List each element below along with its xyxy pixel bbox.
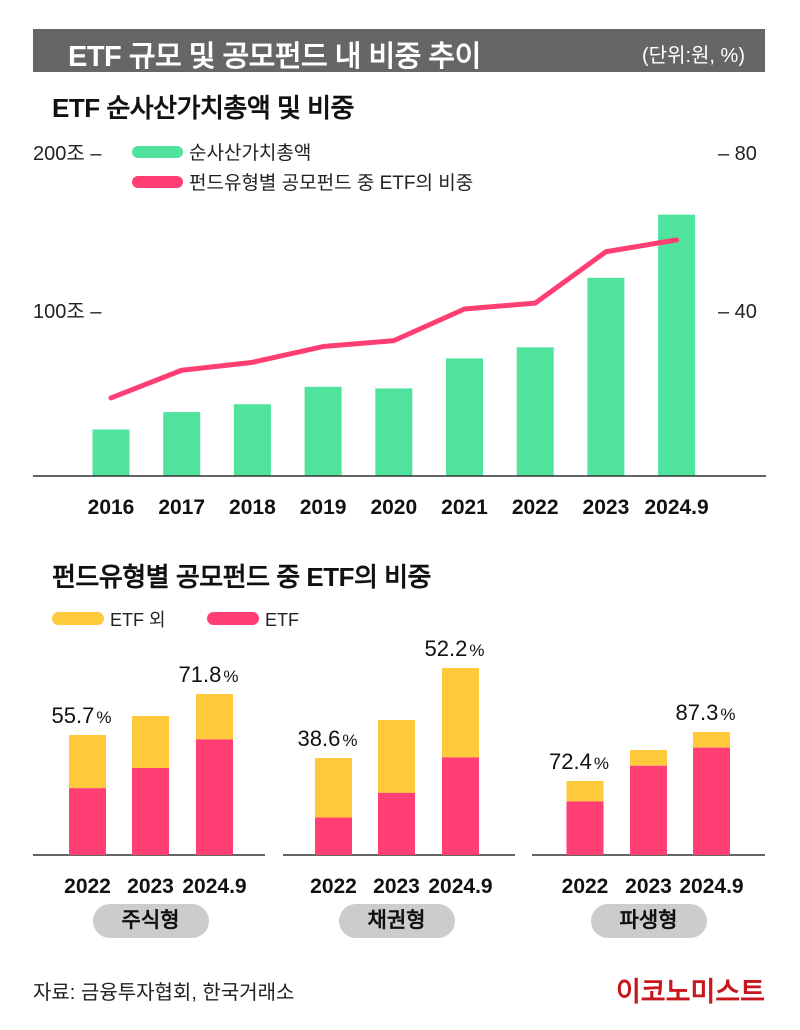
etf-segment (196, 739, 233, 855)
x-tick-label: 2024.9 (644, 496, 708, 519)
non-etf-segment (630, 750, 667, 766)
nav-bar (92, 429, 130, 476)
legend-swatch-nav (132, 146, 183, 158)
chart2-title: 펀드유형별 공모펀드 중 ETF의 비중 (52, 562, 431, 592)
group-label-pill: 파생형 (590, 904, 707, 938)
data-label-value: 38.6 (298, 726, 341, 751)
x-tick-label: 2024.9 (679, 875, 743, 898)
nav-bar (163, 412, 201, 476)
chart1-title: ETF 순사산가치총액 및 비중 (52, 93, 354, 123)
data-label-percent: % (469, 641, 484, 660)
nav-bar (587, 277, 625, 476)
x-tick-label: 2024.9 (182, 875, 246, 898)
x-tick-label: 2021 (441, 496, 488, 519)
right-axis-tick-label: – 80 (718, 143, 757, 165)
data-label: 52.2% (425, 636, 485, 661)
data-label-percent: % (96, 708, 111, 727)
legend-swatch-etf (207, 612, 259, 625)
x-tick-label: 2023 (583, 496, 630, 519)
x-tick-label: 2022 (512, 496, 559, 519)
group-label-pill: 주식형 (92, 904, 209, 938)
data-label-value: 87.3 (676, 700, 719, 725)
brand-logo: 이코노미스트 (615, 977, 765, 1007)
legend-label-nav: 순사산가치총액 (189, 142, 311, 164)
etf-segment (630, 765, 667, 855)
non-etf-segment (315, 758, 352, 818)
data-label-value: 72.4 (549, 749, 592, 774)
x-tick-label: 2020 (370, 496, 417, 519)
header-unit: (단위:원, %) (642, 45, 745, 67)
nav-bar (516, 347, 554, 476)
non-etf-segment (693, 732, 730, 748)
x-tick-label: 2016 (88, 496, 135, 519)
data-label: 38.6% (298, 726, 358, 751)
left-axis-tick-label: 100조 – (33, 301, 102, 323)
etf-segment (378, 792, 415, 855)
data-label-value: 52.2 (425, 636, 468, 661)
data-label-percent: % (594, 754, 609, 773)
nav-bar (233, 404, 271, 476)
data-label: 87.3% (676, 700, 736, 725)
etf-segment (442, 757, 479, 855)
x-tick-label: 2022 (310, 875, 357, 898)
non-etf-segment (442, 668, 479, 758)
nav-bar (658, 214, 696, 476)
legend-swatch-non-etf (52, 612, 104, 625)
header-title: ETF 규모 및 공모펀드 내 비중 추이 (68, 41, 481, 73)
x-tick-label: 2019 (300, 496, 347, 519)
etf-segment (132, 767, 169, 855)
data-label: 71.8% (179, 662, 239, 687)
legend-swatch-share (132, 176, 183, 188)
non-etf-segment (196, 694, 233, 740)
right-axis-tick-label: – 40 (718, 301, 757, 323)
nav-bar (446, 358, 483, 476)
data-label-percent: % (223, 667, 238, 686)
x-tick-label: 2022 (64, 875, 111, 898)
nav-bar (304, 386, 342, 476)
etf-segment (693, 747, 730, 855)
x-tick-label: 2023 (625, 875, 672, 898)
data-label-value: 71.8 (179, 662, 222, 687)
x-tick-label: 2018 (229, 496, 276, 519)
x-tick-label: 2017 (158, 496, 205, 519)
data-label: 55.7% (52, 703, 112, 728)
left-axis-tick-label: 200조 – (33, 143, 102, 165)
x-tick-label: 2023 (373, 875, 420, 898)
data-label-value: 55.7 (52, 703, 95, 728)
non-etf-segment (566, 781, 604, 802)
nav-bar (375, 388, 413, 476)
non-etf-segment (132, 716, 169, 768)
non-etf-segment (69, 735, 106, 789)
legend-label-share: 펀드유형별 공모펀드 중 ETF의 비중 (189, 172, 473, 194)
etf-segment (315, 817, 352, 855)
data-label: 72.4% (549, 749, 609, 774)
etf-segment (566, 801, 604, 855)
group-label-pill: 채권형 (338, 904, 455, 938)
etf-segment (69, 788, 106, 855)
header-bar: ETF 규모 및 공모펀드 내 비중 추이 (단위:원, %) (33, 29, 765, 73)
source-note: 자료: 금융투자협회, 한국거래소 (33, 982, 295, 1004)
x-tick-label: 2022 (562, 875, 609, 898)
data-label-percent: % (342, 731, 357, 750)
non-etf-segment (378, 720, 415, 793)
legend-label-etf: ETF (265, 610, 299, 630)
legend-label-non-etf: ETF 외 (110, 610, 166, 630)
x-tick-label: 2023 (127, 875, 174, 898)
x-tick-label: 2024.9 (428, 875, 492, 898)
data-label-percent: % (720, 705, 735, 724)
